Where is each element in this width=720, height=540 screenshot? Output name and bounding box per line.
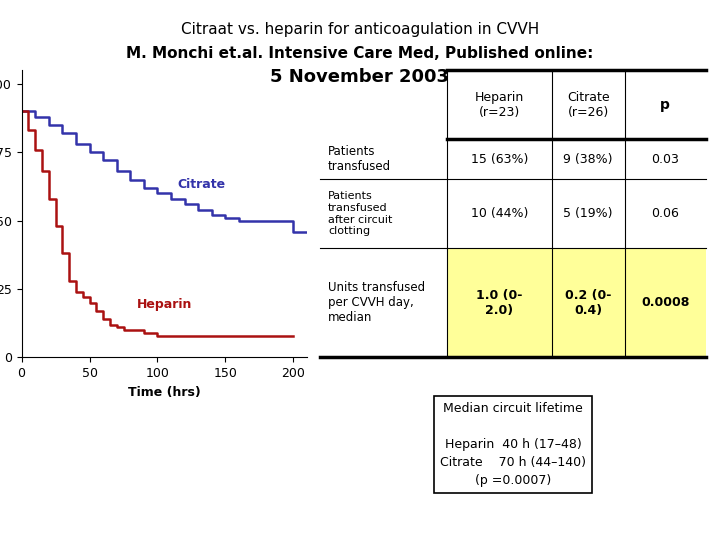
Text: Citrate: Citrate	[178, 178, 226, 191]
Text: Citraat vs. heparin for anticoagulation in CVVH: Citraat vs. heparin for anticoagulation …	[181, 22, 539, 37]
Text: p: p	[660, 98, 670, 112]
Text: 1.0 (0-
2.0): 1.0 (0- 2.0)	[477, 289, 523, 317]
Text: Units transfused
per CVVH day,
median: Units transfused per CVVH day, median	[328, 281, 426, 325]
Text: 5 (19%): 5 (19%)	[563, 207, 613, 220]
Text: Heparin: Heparin	[137, 298, 192, 311]
Text: 10 (44%): 10 (44%)	[471, 207, 528, 220]
Text: Heparin
(r=23): Heparin (r=23)	[475, 91, 524, 119]
Text: 0.06: 0.06	[651, 207, 679, 220]
Bar	[448, 248, 552, 357]
Bar	[625, 248, 706, 357]
Text: Median circuit lifetime

Heparin  40 h (17–48)
Citrate    70 h (44–140)
(p =0.00: Median circuit lifetime Heparin 40 h (17…	[440, 402, 586, 487]
Text: 15 (63%): 15 (63%)	[471, 153, 528, 166]
X-axis label: Time (hrs): Time (hrs)	[128, 386, 201, 399]
Bar	[552, 248, 625, 357]
Text: Patients
transfused: Patients transfused	[328, 145, 391, 173]
Text: 5 November 2003: 5 November 2003	[271, 68, 449, 85]
Text: 0.0008: 0.0008	[641, 296, 689, 309]
Text: 0.03: 0.03	[651, 153, 679, 166]
Text: M. Monchi et.al. Intensive Care Med, Published online:: M. Monchi et.al. Intensive Care Med, Pub…	[126, 46, 594, 61]
Text: Patients
transfused
after circuit
clotting: Patients transfused after circuit clotti…	[328, 191, 392, 236]
Text: 0.2 (0-
0.4): 0.2 (0- 0.4)	[565, 289, 611, 317]
Text: Citrate
(r=26): Citrate (r=26)	[567, 91, 609, 119]
Text: 9 (38%): 9 (38%)	[563, 153, 613, 166]
